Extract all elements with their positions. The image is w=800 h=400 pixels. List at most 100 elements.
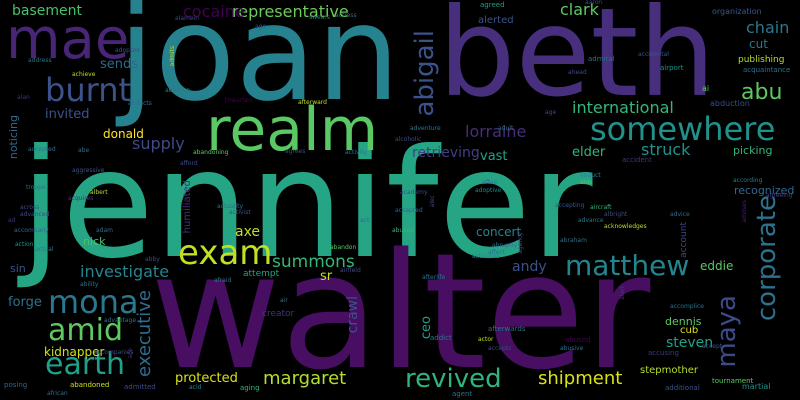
word-alert: abusive: [560, 345, 584, 352]
word-organization: organization: [712, 7, 762, 16]
word-andy: andy: [512, 259, 547, 275]
word-activity: activist: [229, 209, 251, 216]
word-alcoholic: activity: [345, 149, 368, 156]
word-clark: clark: [560, 0, 599, 19]
word-ago: swears: [309, 14, 330, 21]
word-agreeing: advice: [670, 211, 690, 218]
word-realm: realm: [206, 95, 379, 165]
word-abandoning: activates: [472, 253, 500, 260]
word-actress: abandoning: [193, 149, 229, 156]
word-alec: agency: [517, 232, 524, 254]
word-air: alan: [17, 94, 30, 101]
word-vast: vast: [480, 149, 508, 164]
word-retrieving: retrieving: [412, 145, 480, 161]
word-investigate: investigate: [80, 262, 170, 281]
word-acquires: albert: [90, 189, 108, 196]
word-martial: tournament: [712, 377, 754, 385]
word-recognized: recognized: [734, 184, 795, 197]
word-advance: accepting: [555, 202, 585, 209]
word-aaron: aaron: [585, 0, 603, 6]
word-eddie: eddie: [700, 259, 734, 273]
word-additional: agent: [452, 390, 473, 398]
word-sends: sends: [100, 57, 139, 72]
word-elder: elder: [572, 145, 606, 160]
word-abused-2: accept: [702, 343, 723, 350]
word-adopted: achieve: [72, 71, 96, 78]
word-according: advises: [741, 200, 748, 223]
word-across: adopted: [115, 47, 140, 54]
word-mae: mae: [6, 7, 130, 72]
word-albert: aggressive: [72, 167, 105, 174]
word-abortion: thwarted: [225, 97, 253, 104]
word-accepted-2: actual: [35, 246, 54, 253]
word-earth: earth: [45, 347, 125, 382]
word-abandon: airfield: [340, 267, 361, 274]
word-protected: protected: [175, 371, 238, 386]
word-addict: actor: [478, 336, 494, 343]
word-aggressive: accepted: [28, 146, 56, 153]
word-account: accomplice: [670, 303, 704, 310]
word-accident: according: [733, 177, 763, 184]
word-accepted: adoptive: [475, 187, 502, 194]
word-accept: ace: [127, 348, 134, 359]
word-ace: ad: [8, 217, 16, 224]
word-joan: joan: [118, 0, 400, 131]
word-representative: representative: [232, 2, 349, 21]
word-accepts: additional: [665, 384, 700, 392]
word-afterwards: abandoned: [70, 381, 110, 389]
word-alamein: ago: [255, 23, 267, 30]
word-stepmother: stepmother: [640, 365, 699, 376]
word-act: academy: [400, 189, 428, 196]
word-achieve: address: [28, 57, 52, 64]
word-aging: martial: [742, 382, 771, 391]
word-exam: exam: [178, 233, 273, 273]
word-aircraft: accidental: [638, 51, 669, 58]
word-shipment: shipment: [538, 368, 623, 389]
word-airport: addict: [430, 334, 452, 342]
word-crawl: crawl: [345, 296, 361, 334]
word-accomplice: alert: [619, 286, 626, 300]
word-posing: creator: [262, 309, 295, 319]
word-afterlife: affect: [488, 249, 506, 256]
word-publishing: publishing: [738, 55, 785, 65]
word-dennis: dennis: [665, 315, 702, 328]
word-steven: steven: [666, 335, 714, 351]
word-abruptly: act: [360, 217, 370, 224]
word-cub: cub: [680, 325, 699, 336]
word-abraham: albright: [604, 211, 628, 218]
word-cut: cut: [749, 37, 768, 51]
word-affect: afraid: [214, 277, 232, 284]
word-abusive: ahead: [568, 69, 587, 76]
word-abduction: abduction: [710, 99, 750, 108]
word-actor: accepts: [488, 345, 512, 352]
word-humiliated: humiliated: [182, 180, 193, 234]
word-abigail: abigail: [410, 30, 440, 117]
word-adam: acquires: [68, 195, 94, 202]
word-albright: acknowledges: [604, 223, 647, 230]
word-address: adult: [498, 125, 514, 132]
word-sr: sr: [320, 269, 333, 284]
word-lorraine: lorraine: [465, 122, 527, 141]
word-accompanies: ability: [80, 281, 99, 288]
word-acquaintance: acquaintance: [743, 66, 791, 74]
word-adoptive: abortion: [165, 87, 191, 94]
word-abduct: aircraft: [590, 204, 612, 211]
word-afterward: afterlife: [422, 274, 446, 281]
word-aide: abduct: [580, 172, 601, 179]
word-maya: maya: [712, 295, 742, 368]
word-axe: axe: [235, 224, 261, 240]
word-activist: actuality: [217, 203, 244, 210]
word-executive: executive: [134, 290, 155, 378]
word-advantage: accompanies: [94, 349, 134, 356]
word-admits: alamein: [175, 15, 200, 22]
word-academy: accepted: [395, 207, 423, 214]
word-revived: revived: [405, 364, 502, 394]
word-actual: action: [15, 241, 34, 248]
word-afford: admits: [169, 46, 176, 67]
word-abducts: agrees: [285, 148, 306, 155]
word-beth: beth: [438, 0, 716, 124]
word-advice: abraham: [560, 237, 587, 244]
word-burnt: burnt: [45, 71, 132, 109]
word-thwarted: accident: [622, 156, 652, 164]
